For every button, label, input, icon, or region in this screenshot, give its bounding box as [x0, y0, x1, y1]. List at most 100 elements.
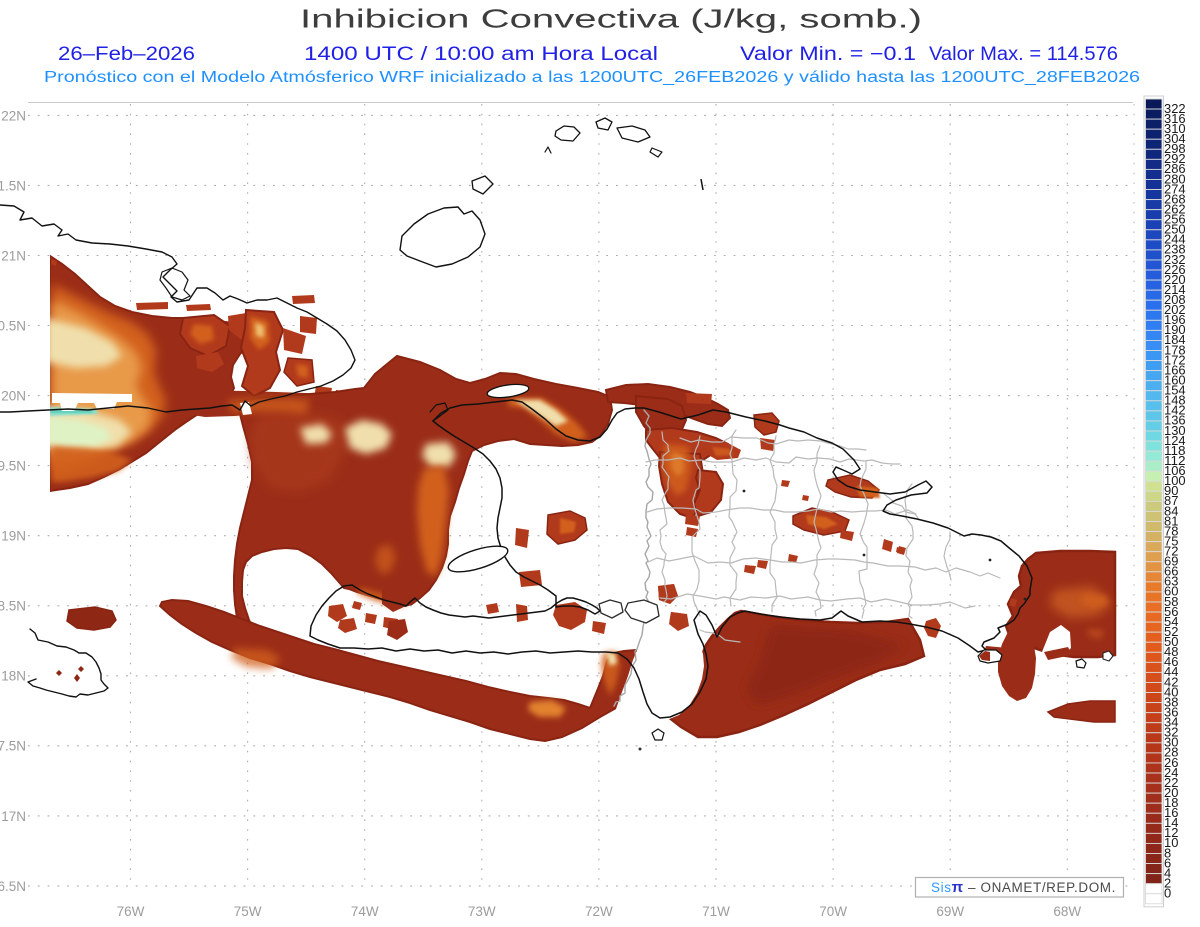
svg-text:100: 100	[1164, 473, 1186, 488]
svg-text:75: 75	[1164, 533, 1178, 548]
svg-text:75W: 75W	[234, 904, 262, 919]
svg-text:72: 72	[1164, 544, 1178, 559]
svg-text:0: 0	[1164, 886, 1171, 901]
svg-text:1.5N: 1.5N	[0, 178, 26, 193]
svg-text:36: 36	[1164, 704, 1178, 719]
svg-text:184: 184	[1164, 332, 1186, 347]
svg-text:172: 172	[1164, 352, 1186, 367]
svg-text:19N: 19N	[1, 529, 26, 544]
svg-text:202: 202	[1164, 302, 1186, 317]
svg-text:34: 34	[1164, 715, 1178, 730]
svg-text:70W: 70W	[819, 904, 847, 919]
svg-text:208: 208	[1164, 292, 1186, 307]
svg-text:214: 214	[1164, 282, 1186, 297]
svg-text:8: 8	[1164, 845, 1171, 860]
svg-text:178: 178	[1164, 342, 1186, 357]
svg-text:280: 280	[1164, 171, 1186, 186]
svg-text:9.5N: 9.5N	[0, 459, 26, 474]
svg-text:14: 14	[1164, 815, 1178, 830]
svg-text:71W: 71W	[702, 904, 730, 919]
svg-text:4: 4	[1164, 865, 1171, 880]
svg-text:68W: 68W	[1053, 904, 1081, 919]
svg-text:69: 69	[1164, 554, 1178, 569]
svg-text:238: 238	[1164, 242, 1186, 257]
svg-text:1400 UTC / 10:00 am Hora Local: 1400 UTC / 10:00 am Hora Local	[304, 44, 658, 65]
svg-text:72W: 72W	[585, 904, 613, 919]
svg-text:124: 124	[1164, 433, 1186, 448]
svg-text:148: 148	[1164, 393, 1186, 408]
svg-text:190: 190	[1164, 322, 1186, 337]
svg-text:16: 16	[1164, 805, 1178, 820]
svg-text:286: 286	[1164, 161, 1186, 176]
svg-text:54: 54	[1164, 614, 1178, 629]
svg-text:112: 112	[1164, 453, 1186, 468]
svg-text:22N: 22N	[1, 108, 26, 123]
svg-text:66: 66	[1164, 564, 1178, 579]
svg-text:226: 226	[1164, 262, 1186, 277]
svg-text:20N: 20N	[1, 389, 26, 404]
svg-text:20: 20	[1164, 785, 1178, 800]
svg-text:28: 28	[1164, 745, 1178, 760]
svg-text:78: 78	[1164, 523, 1178, 538]
svg-text:26–Feb–2026: 26–Feb–2026	[58, 44, 195, 65]
svg-text:42: 42	[1164, 674, 1178, 689]
svg-text:292: 292	[1164, 151, 1186, 166]
svg-text:154: 154	[1164, 383, 1186, 398]
svg-text:322: 322	[1164, 101, 1186, 116]
svg-text:73W: 73W	[468, 904, 496, 919]
svg-text:250: 250	[1164, 222, 1186, 237]
svg-text:46: 46	[1164, 654, 1178, 669]
svg-text:268: 268	[1164, 191, 1186, 206]
svg-text:38: 38	[1164, 694, 1178, 709]
svg-text:142: 142	[1164, 403, 1186, 418]
svg-text:Valor Max. = 114.576: Valor Max. = 114.576	[929, 44, 1118, 65]
svg-text:130: 130	[1164, 423, 1186, 438]
svg-text:232: 232	[1164, 252, 1186, 267]
svg-text:7.5N: 7.5N	[0, 739, 26, 754]
svg-text:87: 87	[1164, 493, 1178, 508]
svg-text:69W: 69W	[936, 904, 964, 919]
svg-text:40: 40	[1164, 684, 1178, 699]
svg-text:76W: 76W	[117, 904, 145, 919]
svg-text:244: 244	[1164, 232, 1186, 247]
svg-text:Inhibicion Convectiva (J/kg, s: Inhibicion Convectiva (J/kg, somb.)	[300, 4, 922, 34]
svg-text:30: 30	[1164, 735, 1178, 750]
svg-text:160: 160	[1164, 372, 1186, 387]
svg-text:21N: 21N	[1, 248, 26, 263]
svg-text:26: 26	[1164, 755, 1178, 770]
svg-text:81: 81	[1164, 513, 1178, 528]
svg-text:196: 196	[1164, 312, 1186, 327]
svg-text:106: 106	[1164, 463, 1186, 478]
svg-text:256: 256	[1164, 212, 1186, 227]
svg-text:22: 22	[1164, 775, 1178, 790]
svg-text:Sisπ – ONAMET/REP.DOM.: Sisπ – ONAMET/REP.DOM.	[931, 879, 1116, 896]
svg-text:304: 304	[1164, 131, 1186, 146]
svg-text:18N: 18N	[1, 669, 26, 684]
svg-text:50: 50	[1164, 634, 1178, 649]
svg-text:298: 298	[1164, 141, 1186, 156]
svg-text:0.5N: 0.5N	[0, 318, 26, 333]
svg-text:6: 6	[1164, 855, 1171, 870]
svg-text:18: 18	[1164, 795, 1178, 810]
svg-text:10: 10	[1164, 835, 1178, 850]
svg-text:12: 12	[1164, 825, 1178, 840]
svg-text:Pronóstico con el Modelo Atmós: Pronóstico con el Modelo Atmósferico WRF…	[44, 69, 1140, 86]
svg-text:32: 32	[1164, 725, 1178, 740]
svg-text:136: 136	[1164, 413, 1186, 428]
svg-text:90: 90	[1164, 483, 1178, 498]
svg-text:316: 316	[1164, 111, 1186, 126]
svg-text:8.5N: 8.5N	[0, 599, 26, 614]
svg-text:24: 24	[1164, 765, 1178, 780]
svg-text:262: 262	[1164, 201, 1186, 216]
svg-text:60: 60	[1164, 584, 1178, 599]
svg-text:52: 52	[1164, 624, 1178, 639]
svg-text:166: 166	[1164, 362, 1186, 377]
svg-text:6.5N: 6.5N	[0, 879, 26, 894]
svg-text:310: 310	[1164, 121, 1186, 136]
svg-text:2: 2	[1164, 875, 1171, 890]
svg-text:220: 220	[1164, 272, 1186, 287]
svg-text:Valor Min. = −0.1: Valor Min. = −0.1	[740, 44, 916, 65]
svg-text:58: 58	[1164, 594, 1178, 609]
svg-text:84: 84	[1164, 503, 1178, 518]
svg-text:74W: 74W	[351, 904, 379, 919]
